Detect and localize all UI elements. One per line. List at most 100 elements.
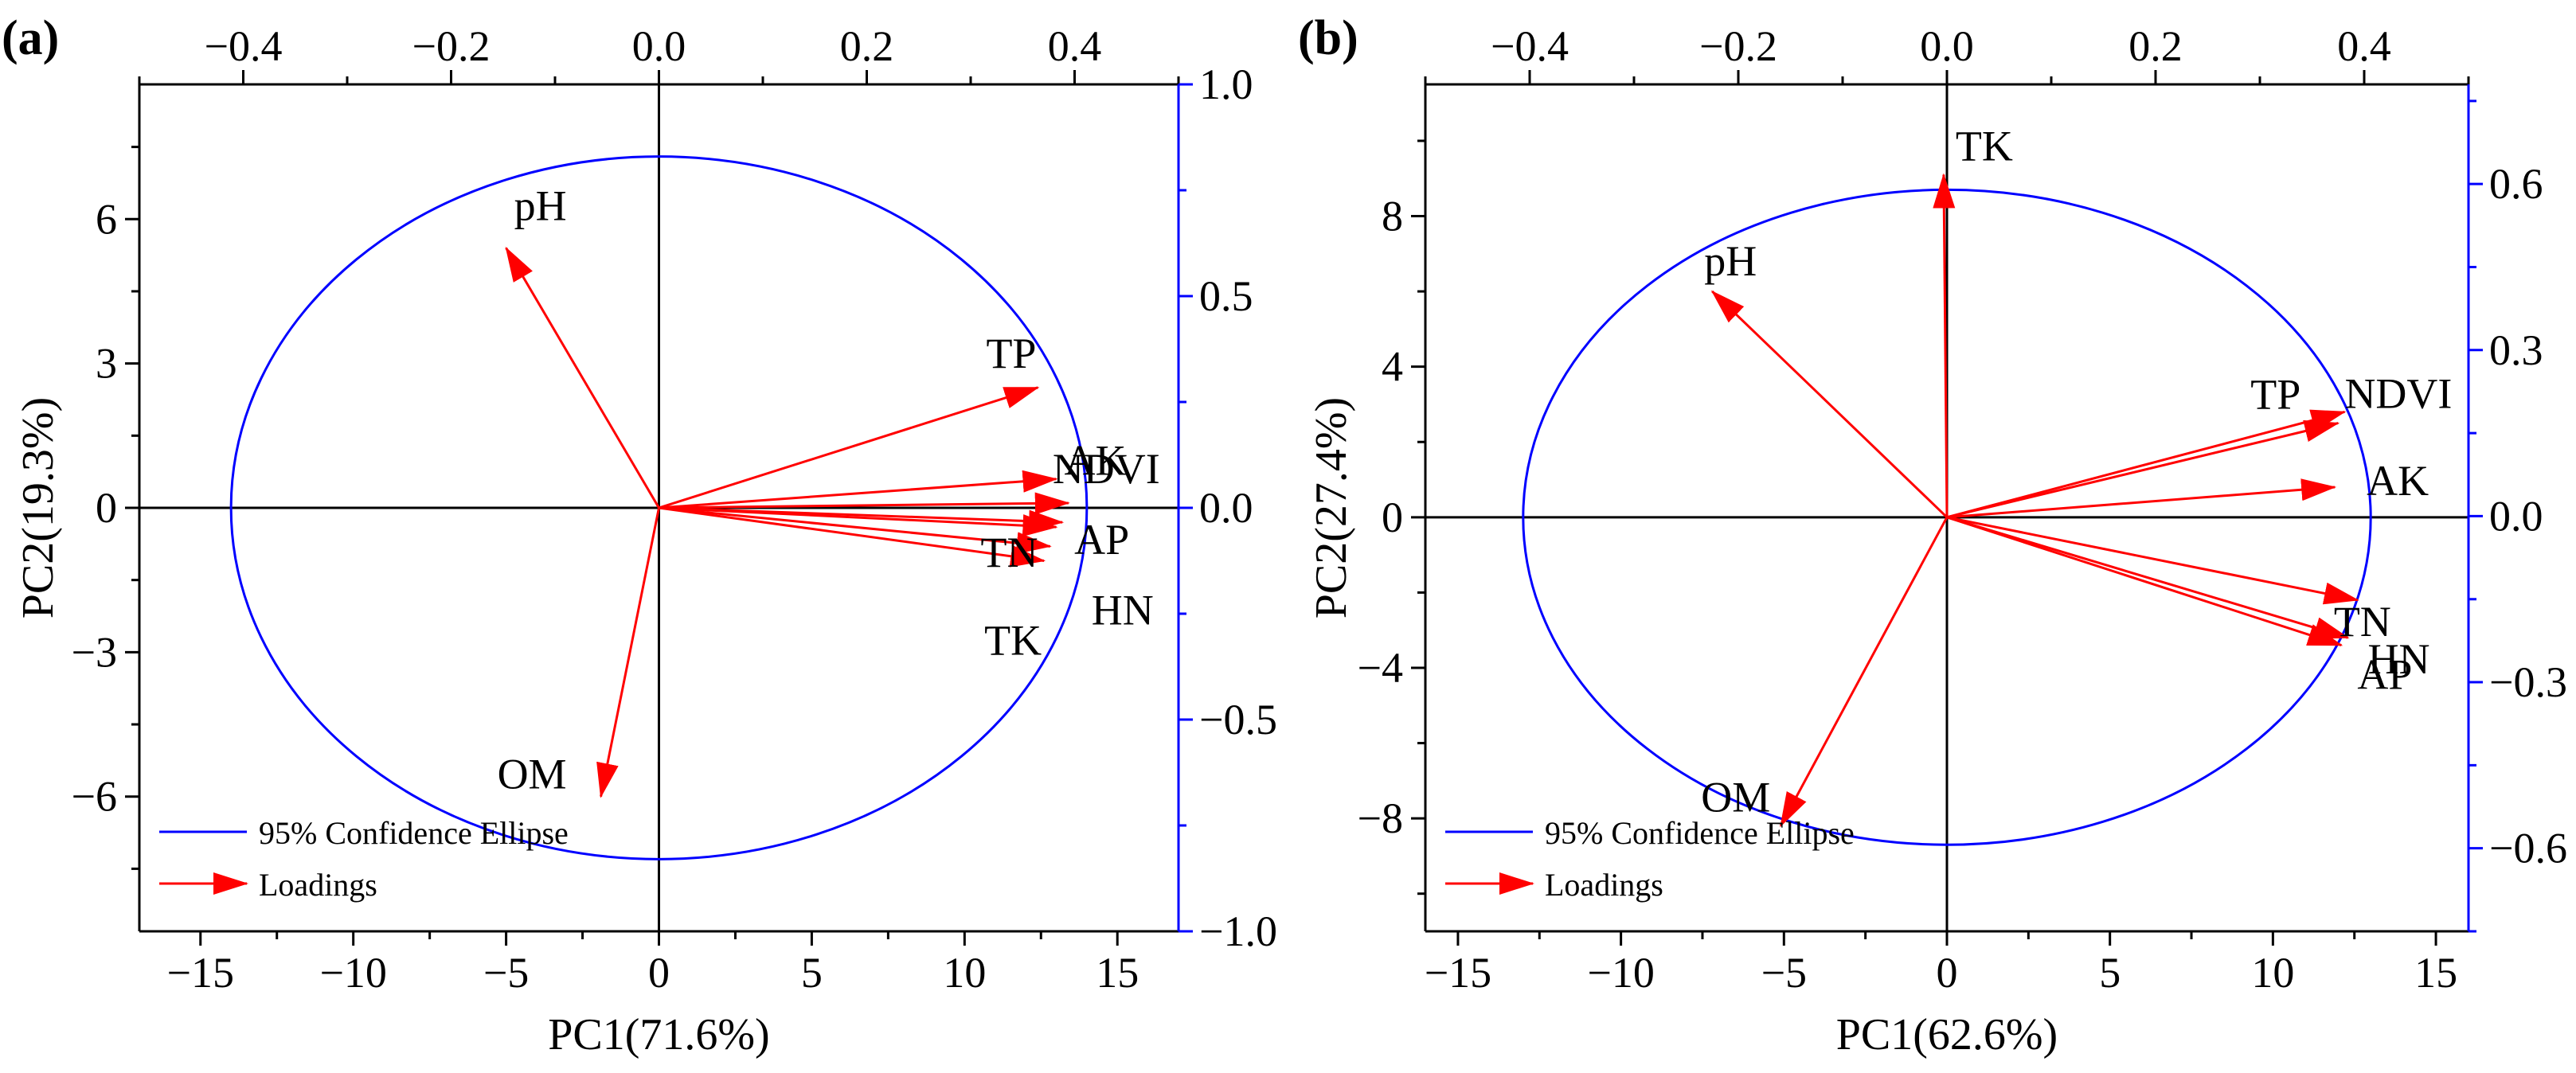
top-tick-label: 0.2 <box>840 22 894 70</box>
loading-label-tn: TN <box>2334 598 2391 646</box>
right-tick-label: −0.5 <box>1199 696 1277 743</box>
loading-label-ph: pH <box>1704 237 1757 285</box>
y-tick-label: −3 <box>72 628 117 676</box>
loading-label-ph: pH <box>514 182 567 230</box>
loading-arrow-tn <box>659 506 1058 537</box>
loading-arrows <box>505 246 1070 798</box>
x-tick-label: 0 <box>1937 949 1958 997</box>
legend-ellipse-label: 95% Confidence Ellipse <box>1545 815 1855 851</box>
y-tick-label: −8 <box>1358 794 1403 842</box>
panel-label: (b) <box>1298 11 1358 65</box>
top-tick-label: 0.2 <box>2128 22 2183 70</box>
panel-label: (a) <box>2 11 59 65</box>
y-tick-label: 0 <box>96 484 117 532</box>
loading-arrow-ph <box>1710 290 1949 518</box>
confidence-ellipse <box>229 155 1089 860</box>
y-tick-label: −6 <box>72 773 117 821</box>
y-tick-label: −4 <box>1358 644 1403 692</box>
x-tick-label: −15 <box>167 949 234 997</box>
right-tick-label: 0.0 <box>2489 492 2543 540</box>
loading-label-ndvi: NDVI <box>2344 369 2452 417</box>
loading-arrow-tk <box>659 506 1046 568</box>
right-tick-label: −1.0 <box>1199 907 1277 955</box>
y-axis-label: PC2(27.4%) <box>1307 397 1356 618</box>
x-tick-label: 5 <box>2099 949 2121 997</box>
loading-label-ap: AP <box>2357 651 2412 699</box>
loading-label-tp: TP <box>2250 371 2300 419</box>
loading-label-hn: HN <box>1092 586 1154 634</box>
x-tick-label: 15 <box>1096 949 1139 997</box>
right-tick-label: −0.3 <box>2489 658 2567 706</box>
top-tick-label: −0.4 <box>1491 22 1569 70</box>
loading-label-hn: HN <box>2368 635 2430 683</box>
legend <box>1445 830 1534 895</box>
loading-arrow-om <box>596 507 660 798</box>
x-tick-label: −10 <box>319 949 386 997</box>
top-tick-label: −0.2 <box>412 22 491 70</box>
legend-ellipse-label: 95% Confidence Ellipse <box>259 815 569 851</box>
right-tick-label: −0.6 <box>2489 825 2567 872</box>
right-tick-label: 0.0 <box>1199 484 1253 532</box>
loading-arrow-tp <box>659 386 1040 509</box>
loading-label-ak: AK <box>2367 457 2429 505</box>
loading-arrow-tp <box>1946 419 2340 519</box>
x-tick-label: −15 <box>1425 949 1491 997</box>
loading-label-ap: AP <box>1074 516 1129 564</box>
tick-labels: −15 −10 −5 0 5 10 15 −6 −3 0 3 6 −0.4 −0.2 0.0 0.2 0.4 −1… <box>72 22 1277 997</box>
loading-arrow-ak <box>659 470 1058 509</box>
y-tick-label: 4 <box>1382 343 1403 391</box>
loading-arrow-hn <box>1946 516 2350 639</box>
loading-arrow-ndvi <box>659 492 1070 515</box>
loading-label-tk: TK <box>1956 122 2013 170</box>
x-tick-label: 10 <box>943 949 986 997</box>
loading-label-tp: TP <box>986 330 1036 377</box>
x-tick-label: −5 <box>1761 949 1807 997</box>
loading-label-tk: TK <box>984 617 1042 665</box>
x-tick-label: 10 <box>2251 949 2294 997</box>
tick-labels: −15 −10 −5 0 5 10 15 −8 −4 0 4 8 −0.4 −0.2 0.0 0.2 0.4 −0… <box>1358 22 2567 997</box>
right-tick-label: 0.3 <box>2489 326 2543 374</box>
top-tick-label: 0.0 <box>632 22 686 70</box>
right-tick-label: 0.5 <box>1199 272 1253 320</box>
legend <box>159 830 248 895</box>
x-tick-label: −10 <box>1587 949 1654 997</box>
legend-loadings-label: Loadings <box>259 867 377 903</box>
y-tick-label: 0 <box>1382 494 1403 541</box>
x-axis-label: PC1(62.6%) <box>1836 1010 2058 1059</box>
y-tick-label: 3 <box>96 340 117 388</box>
loading-label-tn: TN <box>980 529 1038 576</box>
loading-label-om: OM <box>1701 774 1770 821</box>
loading-arrow-ak <box>1946 478 2337 519</box>
top-tick-label: 0.4 <box>1048 22 1102 70</box>
loading-arrow-ph <box>505 246 660 509</box>
top-tick-label: −0.2 <box>1699 22 1777 70</box>
confidence-ellipse-curve <box>229 155 1089 860</box>
loading-arrow-tk <box>1933 173 1956 517</box>
y-tick-label: 6 <box>96 195 117 243</box>
x-tick-label: 15 <box>2414 949 2457 997</box>
right-tick-label: 1.0 <box>1199 60 1253 108</box>
loading-label-ak: AK <box>1064 437 1126 485</box>
loading-arrow-ndvi <box>1946 409 2347 519</box>
loading-arrow-hn <box>659 506 1052 555</box>
tick-marks <box>1411 70 2483 946</box>
loading-arrows <box>1710 173 2359 828</box>
loading-arrow-tn <box>1946 516 2359 605</box>
top-tick-label: −0.4 <box>205 22 283 70</box>
tick-marks <box>125 70 1193 946</box>
legend-loadings-label: Loadings <box>1545 867 1663 903</box>
y-tick-label: 8 <box>1382 193 1403 240</box>
top-tick-label: 0.4 <box>2337 22 2391 70</box>
x-tick-label: 5 <box>801 949 823 997</box>
x-axis-label: PC1(71.6%) <box>548 1010 769 1059</box>
y-axis-label: PC2(19.3%) <box>14 397 63 618</box>
loading-arrow-ap <box>1946 516 2343 647</box>
loading-label-om: OM <box>498 751 567 798</box>
loading-label-ndvi: NDVI <box>1053 445 1160 493</box>
right-tick-label: 0.6 <box>2489 160 2543 208</box>
